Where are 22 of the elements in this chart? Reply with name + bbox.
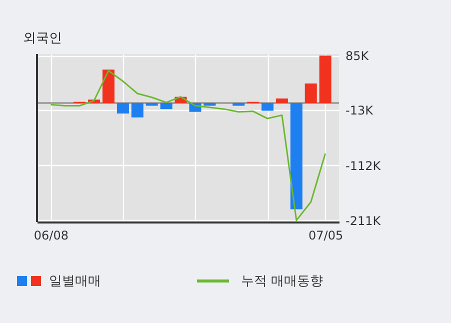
bar xyxy=(102,70,114,103)
y-tick-label: -112K xyxy=(346,158,382,173)
line-series xyxy=(50,70,326,222)
legend-label: 누적 매매동향 xyxy=(241,274,324,289)
bar xyxy=(146,102,158,106)
bar xyxy=(290,102,302,210)
bar xyxy=(262,102,274,111)
bar xyxy=(160,102,172,110)
bar xyxy=(131,102,144,118)
bar xyxy=(319,56,332,103)
bar xyxy=(232,102,245,106)
bar xyxy=(276,98,288,103)
x-tick-label: 07/05 xyxy=(308,228,344,242)
bar xyxy=(204,102,216,106)
legend-label: 일별매매 xyxy=(49,274,101,289)
chart-title: 외국인 xyxy=(23,31,62,46)
y-tick-label: -211K xyxy=(346,214,382,228)
y-tick-label: -13K xyxy=(346,104,374,118)
y-tick-label: 85K xyxy=(346,49,370,64)
bar xyxy=(116,102,129,114)
x-tick-label: 06/08 xyxy=(34,228,68,242)
bar xyxy=(304,83,317,103)
